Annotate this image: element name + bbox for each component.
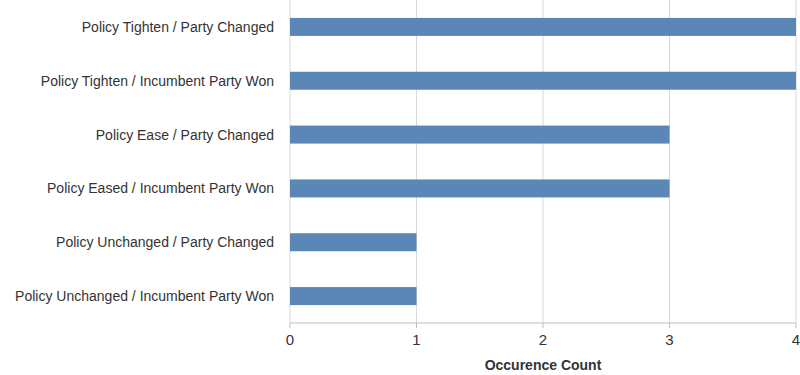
grid-line [669, 0, 670, 323]
chart-container: 0 1 2 3 4 Policy Tighten / Party Changed Polic… [0, 0, 800, 375]
category-label: Policy Tighten / Incumbent Party Won [41, 73, 274, 89]
bar [290, 72, 796, 90]
x-axis-label: Occurence Count [485, 357, 602, 373]
bar [290, 179, 670, 197]
tick-label: 0 [286, 331, 294, 348]
tick-mark [669, 323, 670, 328]
chart-svg: 0 1 2 3 4 Policy Tighten / Party Changed Polic… [0, 0, 800, 375]
x-axis-line [290, 323, 796, 324]
tick-mark [416, 323, 417, 328]
grid-line [796, 0, 797, 323]
bar [290, 18, 796, 36]
category-label: Policy Ease / Party Changed [96, 127, 274, 143]
tick-mark [543, 323, 544, 328]
grid-line [290, 0, 291, 323]
bars [290, 18, 796, 305]
grid-line [416, 0, 417, 323]
category-label: Policy Eased / Incumbent Party Won [47, 180, 274, 196]
tick-label: 3 [665, 331, 673, 348]
tick-mark [796, 323, 797, 328]
tick-label: 1 [412, 331, 420, 348]
tick-mark [290, 323, 291, 328]
category-label: Policy Tighten / Party Changed [82, 19, 274, 35]
tick-label: 4 [792, 331, 800, 348]
category-label: Policy Unchanged / Party Changed [56, 234, 274, 250]
category-label: Policy Unchanged / Incumbent Party Won [15, 288, 274, 304]
bar [290, 126, 670, 144]
bar [290, 233, 417, 251]
tick-label: 2 [539, 331, 547, 348]
bar [290, 287, 417, 305]
grid-line [543, 0, 544, 323]
